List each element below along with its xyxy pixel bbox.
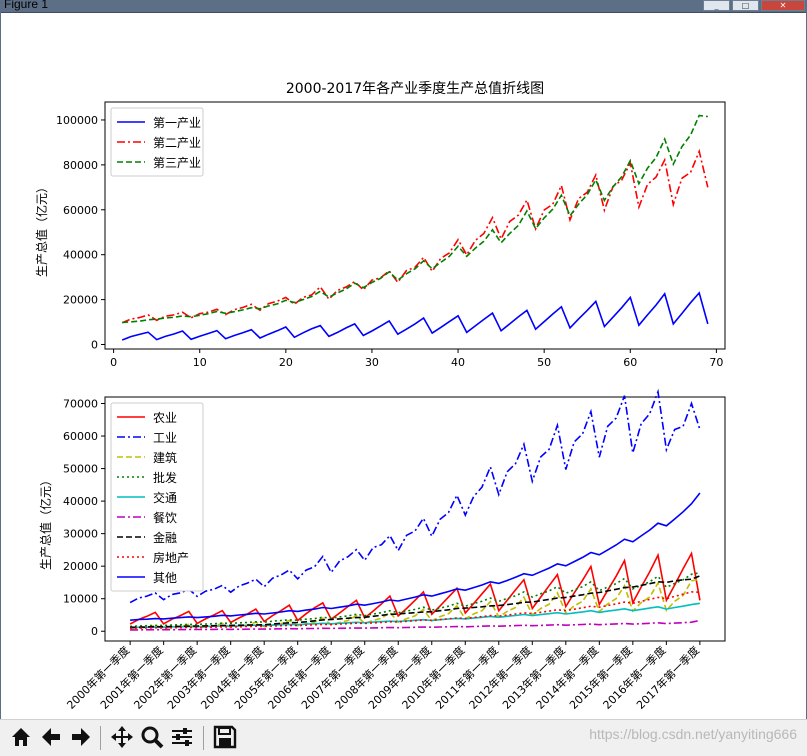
legend-label: 第三产业 <box>153 156 201 170</box>
series-line <box>121 148 709 324</box>
legend-box <box>110 402 204 592</box>
y-tick-label: 0 <box>91 339 98 352</box>
legend-label: 房地产 <box>153 550 189 565</box>
figure-toolbar <box>0 719 807 756</box>
watermark: https://blog.csdn.net/yanyiting666 <box>589 726 797 742</box>
y-tick-label: 20000 <box>63 560 98 573</box>
legend-label: 餐饮 <box>153 510 177 525</box>
x-tick-label: 60 <box>623 356 637 369</box>
toolbar-separator <box>100 726 101 750</box>
x-tick-label: 10 <box>193 356 207 369</box>
save-icon <box>213 725 237 749</box>
series-line <box>122 114 708 324</box>
y-tick-label: 40000 <box>63 249 98 262</box>
legend-label: 农业 <box>153 411 177 425</box>
y-tick-label: 100000 <box>56 114 98 127</box>
legend-label: 第一产业 <box>153 116 201 130</box>
x-tick-label: 0 <box>110 356 117 369</box>
x-tick-label: 30 <box>365 356 379 369</box>
y-tick-label: 60000 <box>63 204 98 217</box>
save-button[interactable] <box>212 724 238 750</box>
bottom-chart: 0100002000030000400005000060000700002000… <box>63 388 726 712</box>
pan-button[interactable] <box>109 724 135 750</box>
top-chart: 0 20000 40000 60000 80000 100000 0 10 20 30 40 50 60… <box>56 101 726 369</box>
x-tick-label: 70 <box>709 356 723 369</box>
y-tick-label: 0 <box>91 625 98 638</box>
series-line <box>130 571 701 628</box>
plot-frame <box>104 101 726 350</box>
y-tick-label: 70000 <box>63 398 98 411</box>
legend-label: 金融 <box>153 530 177 545</box>
y-tick-label: 10000 <box>63 593 98 606</box>
y-axis-label-bottom: 生产总值（亿元） <box>38 474 53 570</box>
configure-button[interactable] <box>169 724 195 750</box>
series-line <box>129 388 701 604</box>
maximize-button[interactable]: □ <box>732 0 759 11</box>
home-icon <box>12 728 30 746</box>
legend-label: 建筑 <box>153 450 177 465</box>
zoom-icon <box>141 726 164 749</box>
forward-icon <box>72 728 90 746</box>
legend-label: 交通 <box>153 490 177 505</box>
legend-box <box>110 107 204 177</box>
window-title: Figure 1 <box>4 0 49 11</box>
figure-canvas: 2000-2017年各产业季度生产总值折线图 生产总值（亿元） 0 20000 40… <box>34 81 726 712</box>
y-tick-label: 40000 <box>63 495 98 508</box>
zoom-button[interactable] <box>139 724 165 750</box>
window-titlebar: Figure 1 _ □ ✕ <box>0 0 807 13</box>
series-line <box>130 492 701 621</box>
pan-icon <box>111 726 133 748</box>
series-line <box>130 575 701 629</box>
y-tick-label: 60000 <box>63 430 98 443</box>
minimize-button[interactable]: _ <box>703 0 730 11</box>
y-tick-label: 30000 <box>63 528 98 541</box>
series-line <box>129 551 701 625</box>
series-line <box>121 291 709 341</box>
x-tick-label: 20 <box>279 356 293 369</box>
series-line <box>130 619 701 631</box>
y-tick-label: 20000 <box>63 294 98 307</box>
back-icon <box>42 728 60 746</box>
x-tick-label: 50 <box>537 356 551 369</box>
plot-frame <box>104 396 726 642</box>
window-frame-left <box>0 12 1 755</box>
chart-title: 2000-2017年各产业季度生产总值折线图 <box>286 81 544 97</box>
y-axis-label-top: 生产总值（亿元） <box>34 181 49 277</box>
y-tick-label: 50000 <box>63 463 98 476</box>
legend-label: 其他 <box>153 571 177 585</box>
legend-label: 工业 <box>153 431 177 445</box>
legend-label: 批发 <box>153 470 177 485</box>
home-button[interactable] <box>8 724 34 750</box>
forward-button[interactable] <box>68 724 94 750</box>
configure-icon <box>172 728 192 746</box>
y-tick-label: 80000 <box>63 159 98 172</box>
legend-label: 第二产业 <box>153 136 201 150</box>
series-line <box>130 591 700 630</box>
toolbar-separator <box>203 726 204 750</box>
back-button[interactable] <box>38 724 64 750</box>
x-tick-label: 40 <box>451 356 465 369</box>
close-button[interactable]: ✕ <box>761 0 805 11</box>
